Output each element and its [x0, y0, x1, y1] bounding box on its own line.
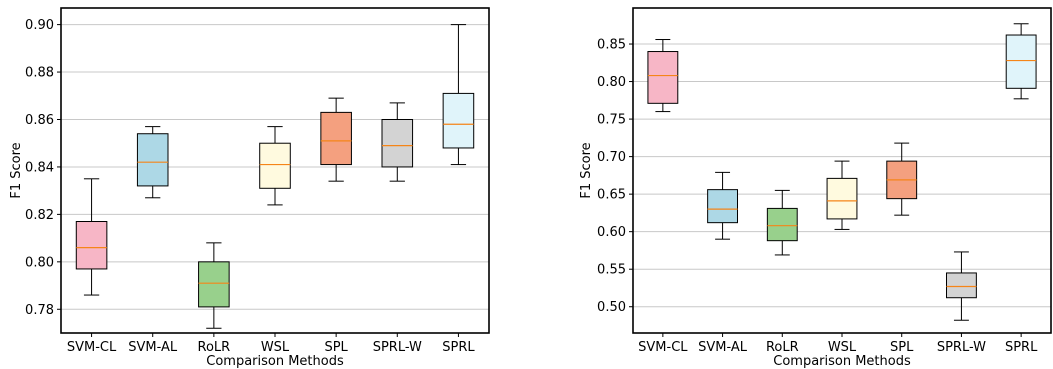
y-tick-label: 0.80 [597, 75, 626, 90]
box-rolr [198, 242, 230, 329]
x-tick-label: SVM-CL [638, 340, 688, 355]
y-tick-label: 0.80 [25, 255, 54, 270]
x-tick-label: RoLR [198, 340, 231, 355]
box-svm-cl [647, 39, 679, 113]
box-wsl [826, 160, 858, 230]
box-iqr [320, 111, 352, 166]
chart-1: 0.78 0.80 0.82 0.84 0.86 0.88 0.90 SVM-CL SVM-AL… [9, 7, 490, 369]
y-tick-label: 0.84 [25, 160, 54, 175]
x-tick-label: SPRL [1005, 340, 1038, 355]
box-iqr [826, 177, 858, 220]
box-iqr [198, 261, 230, 308]
box-sprl-w [946, 251, 977, 321]
box-svm-al [136, 126, 169, 199]
x-tick-label: WSL [828, 340, 857, 355]
y-tick-label: 0.60 [597, 225, 626, 240]
box-iqr [381, 118, 414, 168]
box-spl [320, 97, 352, 182]
x-tick-label: RoLR [766, 340, 799, 355]
y-tick-label: 0.65 [597, 188, 626, 203]
y-axis-title: F1 Score [579, 142, 594, 198]
x-tick-label: SPL [324, 340, 348, 355]
box-iqr [766, 207, 798, 242]
x-tick-label: SVM-AL [698, 340, 748, 355]
y-tick-label: 0.82 [25, 208, 54, 223]
box-iqr [1005, 34, 1037, 89]
y-tick-label: 0.86 [25, 113, 54, 128]
box-iqr [707, 189, 739, 224]
y-tick-label: 0.90 [25, 18, 54, 33]
y-tick-label: 0.50 [597, 300, 626, 315]
y-tick-label: 0.88 [25, 66, 54, 81]
chart-2: 0.50 0.55 0.60 0.65 0.70 0.75 0.80 0.85 SVM-CL SV… [579, 7, 1052, 369]
box-spl [886, 142, 918, 216]
box-sprl [1005, 23, 1037, 100]
y-tick-label: 0.85 [597, 38, 626, 53]
x-axis-title: Comparison Methods [206, 354, 344, 369]
y-axis-title: F1 Score [9, 142, 24, 198]
box-iqr [946, 272, 977, 299]
y-tick-label: 0.78 [25, 303, 54, 318]
x-tick-label: SPL [890, 340, 914, 355]
x-tick-label: SPRL [442, 340, 475, 355]
x-tick-label: WSL [261, 340, 290, 355]
x-tick-label: SVM-CL [67, 340, 117, 355]
x-tick-label: SPRL-W [937, 340, 986, 355]
y-tick-label: 0.75 [597, 113, 626, 128]
box-sprl [442, 24, 475, 166]
box-iqr [75, 221, 108, 270]
y-tick-label: 0.55 [597, 263, 626, 278]
box-rolr [766, 189, 798, 256]
x-tick-label: SPRL-W [373, 340, 422, 355]
y-tick-label: 0.70 [597, 150, 626, 165]
x-axis-title: Comparison Methods [773, 354, 911, 369]
box-iqr [136, 133, 169, 187]
box-svm-cl [75, 178, 108, 296]
x-tick-label: SVM-AL [128, 340, 178, 355]
box-iqr [259, 142, 291, 189]
box-iqr [647, 51, 679, 104]
box-svm-al [707, 171, 739, 240]
box-iqr [442, 92, 475, 149]
box-sprl-w [381, 102, 414, 182]
box-wsl [259, 126, 291, 206]
